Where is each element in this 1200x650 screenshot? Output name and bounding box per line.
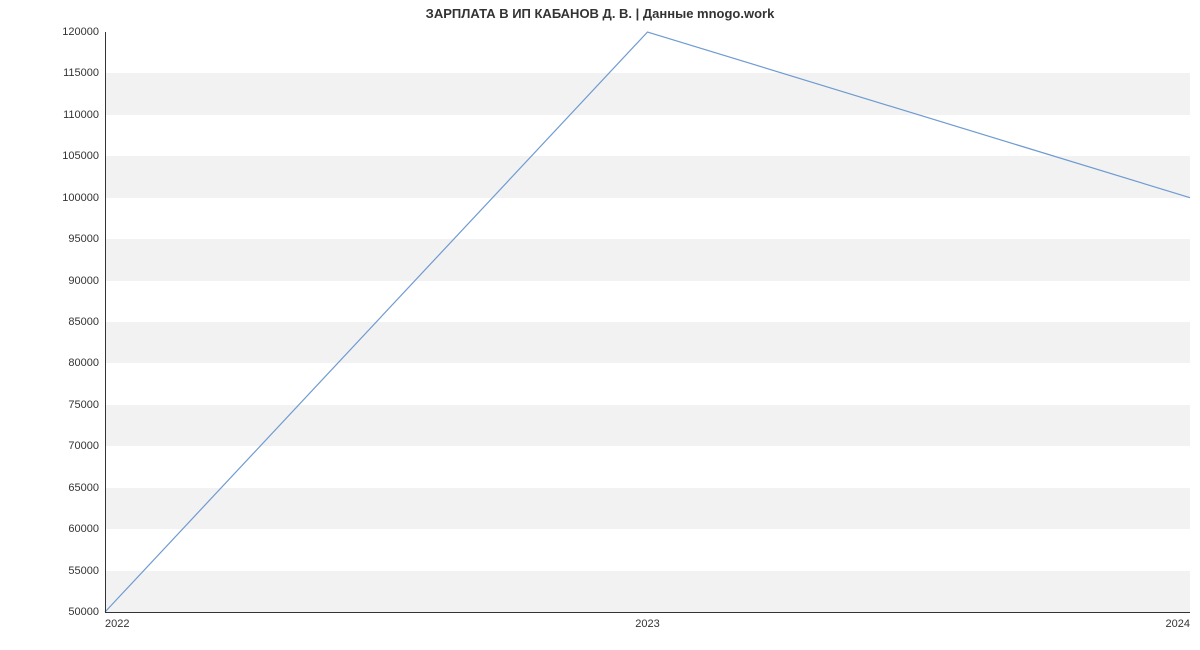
salary-line-chart: ЗАРПЛАТА В ИП КАБАНОВ Д. В. | Данные mno… <box>0 0 1200 650</box>
y-tick-label: 95000 <box>68 233 99 245</box>
x-tick-label: 2024 <box>1166 618 1190 630</box>
x-tick-label: 2023 <box>635 618 659 630</box>
line-series-layer <box>105 32 1190 612</box>
y-tick-label: 60000 <box>68 523 99 535</box>
y-tick-label: 90000 <box>68 275 99 287</box>
chart-title: ЗАРПЛАТА В ИП КАБАНОВ Д. В. | Данные mno… <box>0 6 1200 21</box>
y-tick-label: 55000 <box>68 565 99 577</box>
y-tick-label: 70000 <box>68 440 99 452</box>
y-axis-line <box>105 32 106 612</box>
y-tick-label: 110000 <box>63 109 99 121</box>
y-tick-label: 75000 <box>68 399 99 411</box>
x-tick-label: 2022 <box>105 618 129 630</box>
y-tick-label: 120000 <box>62 26 99 38</box>
x-axis-line <box>105 612 1190 613</box>
plot-area: 5000055000600006500070000750008000085000… <box>105 32 1190 612</box>
y-tick-label: 65000 <box>68 482 99 494</box>
series-line-salary <box>105 32 1190 612</box>
y-tick-label: 100000 <box>62 192 99 204</box>
y-tick-label: 50000 <box>68 606 99 618</box>
y-tick-label: 105000 <box>62 150 99 162</box>
y-tick-label: 80000 <box>68 357 99 369</box>
y-tick-label: 85000 <box>68 316 99 328</box>
y-tick-label: 115000 <box>63 67 99 79</box>
